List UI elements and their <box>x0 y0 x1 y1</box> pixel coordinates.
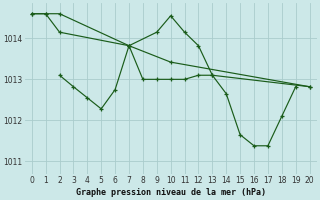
X-axis label: Graphe pression niveau de la mer (hPa): Graphe pression niveau de la mer (hPa) <box>76 188 266 197</box>
